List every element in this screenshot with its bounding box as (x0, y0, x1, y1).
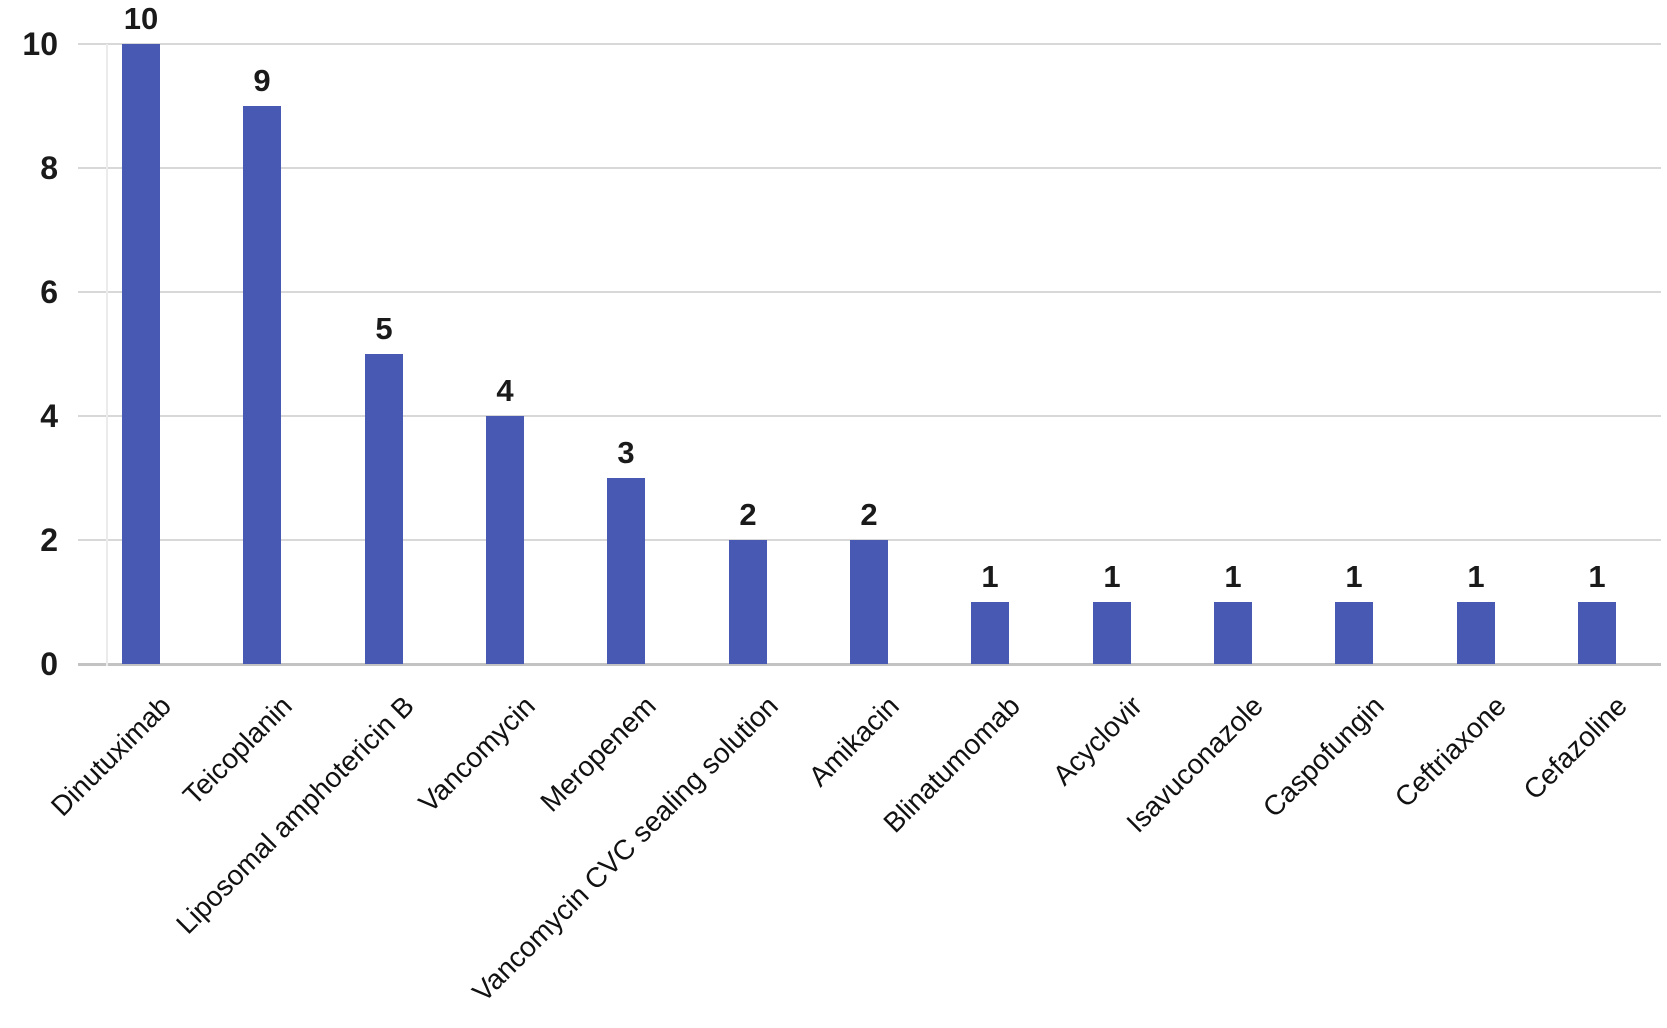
y-axis-line (106, 44, 108, 666)
bar-value-label: 4 (496, 373, 514, 408)
gridline (78, 291, 1661, 293)
bar (122, 44, 160, 664)
bar-value-label: 1 (1345, 559, 1363, 594)
y-axis-tick-label: 6 (40, 274, 58, 310)
y-axis-tick-label: 2 (40, 522, 58, 558)
bar-value-label: 1 (1467, 559, 1485, 594)
bar-value-label: 1 (1224, 559, 1242, 594)
bar-value-label: 3 (617, 435, 635, 470)
x-axis-line (78, 663, 1661, 666)
bar (1093, 602, 1131, 664)
bar (1214, 602, 1252, 664)
bar (243, 106, 281, 664)
y-axis-tick-label: 10 (22, 26, 58, 62)
bar (729, 540, 767, 664)
bar-value-label: 10 (123, 1, 159, 36)
bar (1578, 602, 1616, 664)
bar (486, 416, 524, 664)
bar (607, 478, 645, 664)
bar-value-label: 2 (860, 497, 878, 532)
y-axis-tick-label: 0 (40, 646, 58, 682)
gridline (78, 415, 1661, 417)
bar-value-label: 1 (1588, 559, 1606, 594)
y-axis-tick-label: 4 (40, 398, 58, 434)
bar-value-label: 1 (1103, 559, 1121, 594)
bar-value-label: 2 (739, 497, 757, 532)
category-label: Cefazoline (1517, 690, 1633, 806)
bar (971, 602, 1009, 664)
bar-value-label: 1 (981, 559, 999, 594)
bar (1335, 602, 1373, 664)
bar (850, 540, 888, 664)
bar-value-label: 5 (375, 311, 393, 346)
bar (1457, 602, 1495, 664)
gridline (78, 167, 1661, 169)
gridline (78, 43, 1661, 45)
bar (365, 354, 403, 664)
bar-value-label: 9 (253, 63, 271, 98)
y-axis-tick-label: 8 (40, 150, 58, 186)
